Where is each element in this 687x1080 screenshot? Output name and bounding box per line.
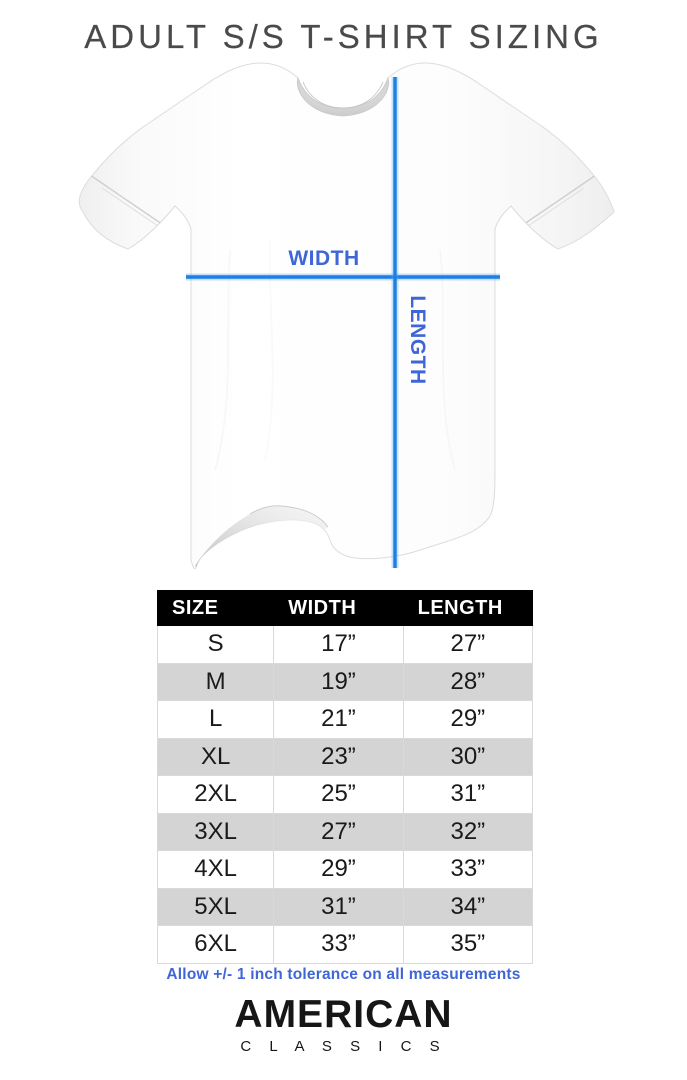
svg-text:WIDTH: WIDTH [288, 247, 359, 270]
svg-text:LENGTH: LENGTH [406, 295, 429, 384]
